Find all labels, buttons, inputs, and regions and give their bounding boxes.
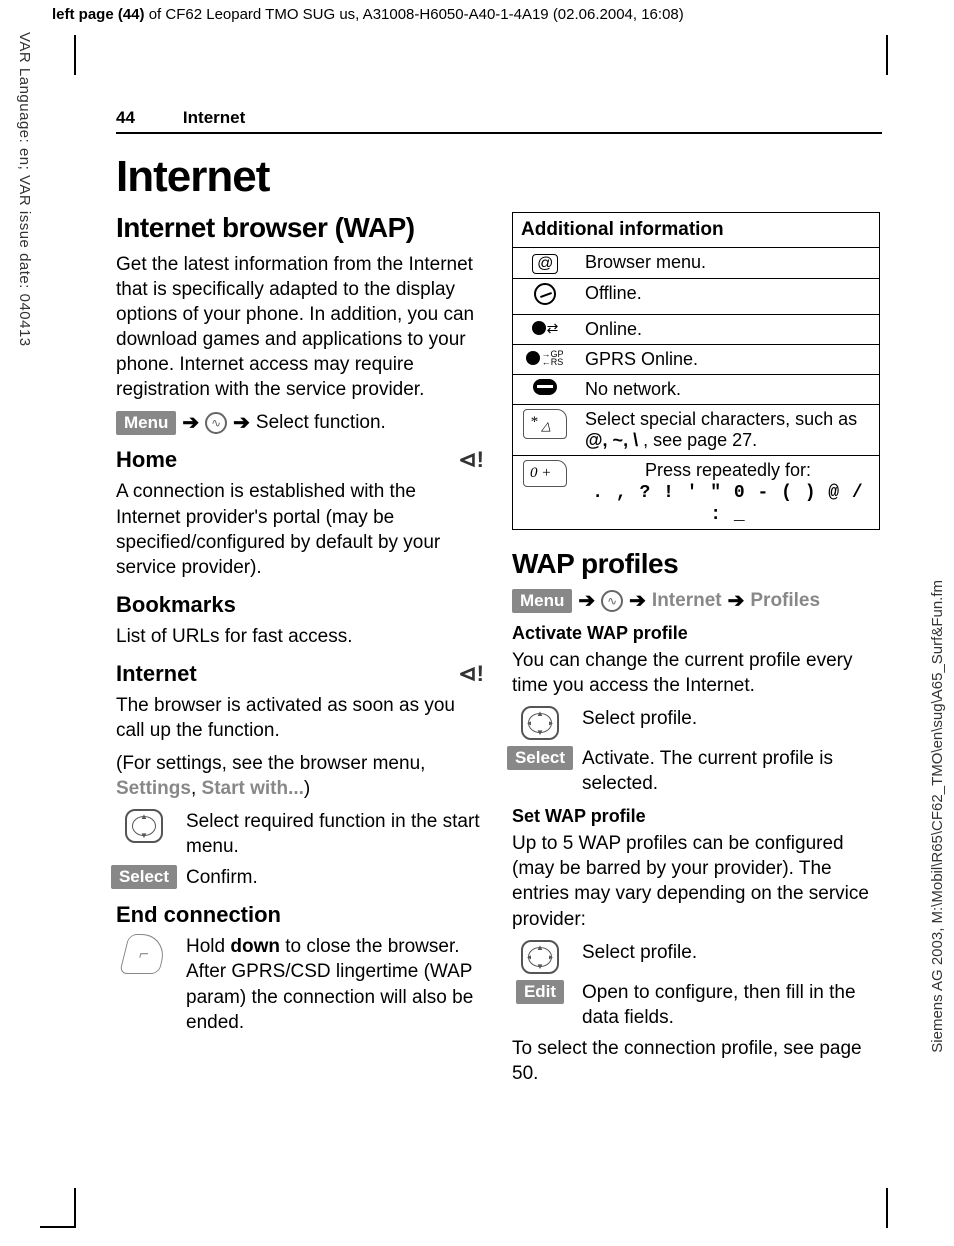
select-softkey: Select	[111, 865, 177, 889]
at-icon: @	[532, 254, 558, 274]
step-text: Select required function in the start me…	[186, 809, 484, 859]
print-side-left: VAR Language: en; VAR issue date: 040413	[16, 32, 33, 347]
home-title: Home	[116, 447, 177, 473]
running-header: 44 Internet	[116, 108, 882, 134]
info-row: →GP←RS GPRS Online.	[513, 345, 879, 375]
browser-heading: Internet browser (WAP)	[116, 212, 484, 244]
menu-path: Menu ➔ ∿ ➔ Select function.	[116, 410, 484, 435]
info-row: * △ Select special characters, such as @…	[513, 405, 879, 456]
info-text: Online.	[577, 315, 879, 345]
info-row: No network.	[513, 375, 879, 405]
step-row: ▲▼ Select required function in the start…	[116, 809, 484, 859]
section-name: Internet	[183, 108, 245, 128]
step-row: Select Confirm.	[116, 865, 484, 890]
menu-tail: Select function.	[256, 412, 386, 434]
activate-heading: Activate WAP profile	[512, 623, 880, 644]
edit-softkey: Edit	[516, 980, 564, 1004]
bookmarks-heading: Bookmarks	[116, 592, 484, 618]
step-text: Select profile.	[582, 706, 697, 731]
step-text: Activate. The current profile is selecte…	[582, 746, 880, 796]
info-text: No network.	[577, 375, 879, 405]
provider-icon: ⊲!	[458, 447, 484, 473]
browser-intro: Get the latest information from the Inte…	[116, 252, 484, 402]
info-text: Offline.	[577, 279, 879, 315]
arrow-icon: ➔	[233, 410, 250, 435]
print-header: left page (44) of CF62 Leopard TMO SUG u…	[52, 6, 684, 23]
arrow-icon: ➔	[728, 588, 745, 613]
navkey-icon: ▲▼	[125, 809, 163, 843]
info-text: Browser menu.	[577, 248, 879, 279]
bookmarks-title: Bookmarks	[116, 592, 236, 618]
menu-softkey: Menu	[512, 589, 572, 613]
online-icon: ⇄	[532, 320, 559, 337]
home-body: A connection is established with the Int…	[116, 479, 484, 579]
arrow-icon: ➔	[182, 410, 199, 435]
globe-icon: ∿	[205, 412, 227, 434]
page-content: 44 Internet Internet Internet browser (W…	[116, 108, 882, 1094]
internet-heading: Internet ⊲!	[116, 661, 484, 687]
end-title: End connection	[116, 902, 281, 928]
menu-softkey: Menu	[116, 411, 176, 435]
crumb-internet: Internet	[652, 590, 722, 612]
set-body: Up to 5 WAP profiles can be configured (…	[512, 831, 880, 931]
no-network-icon	[533, 379, 557, 395]
page-number: 44	[116, 108, 135, 128]
step-text: Open to configure, then fill in the data…	[582, 980, 880, 1030]
info-text: Select special characters, such as @, ~,…	[577, 405, 879, 456]
info-row: 0 + Press repeatedly for: . , ? ! ' " 0 …	[513, 456, 879, 530]
info-box-title: Additional information	[513, 213, 879, 248]
crop-mark	[74, 1188, 76, 1228]
crop-mark	[886, 1188, 888, 1228]
wap-heading: WAP profiles	[512, 548, 880, 580]
navkey-icon: ▲▼◂▸	[521, 706, 559, 740]
arrow-icon: ➔	[578, 588, 595, 613]
internet-body1: The browser is activated as soon as you …	[116, 693, 484, 743]
left-column: Internet browser (WAP) Get the latest in…	[116, 212, 484, 1094]
menu-path: Menu ➔ ∿ ➔ Internet ➔ Profiles	[512, 588, 880, 613]
internet-title: Internet	[116, 661, 197, 687]
end-heading: End connection	[116, 902, 484, 928]
step-row: ▲▼◂▸ Select profile.	[512, 940, 880, 974]
home-heading: Home ⊲!	[116, 447, 484, 473]
arrow-icon: ➔	[629, 588, 646, 613]
globe-icon: ∿	[601, 590, 623, 612]
set-tail: To select the connection profile, see pa…	[512, 1036, 880, 1086]
info-text: Press repeatedly for: . , ? ! ' " 0 - ( …	[577, 456, 879, 530]
internet-body2: (For settings, see the browser menu, Set…	[116, 751, 484, 801]
info-row: @ Browser menu.	[513, 248, 879, 279]
bookmarks-body: List of URLs for fast access.	[116, 624, 484, 649]
step-row: Select Activate. The current profile is …	[512, 746, 880, 796]
info-row: Offline.	[513, 279, 879, 315]
activate-body: You can change the current profile every…	[512, 648, 880, 698]
zero-key-icon: 0 +	[523, 460, 567, 487]
step-row: ▲▼◂▸ Select profile.	[512, 706, 880, 740]
crop-mark	[74, 35, 76, 75]
set-heading: Set WAP profile	[512, 806, 880, 827]
provider-icon: ⊲!	[458, 661, 484, 687]
info-row: ⇄ Online.	[513, 315, 879, 345]
print-header-bold: left page (44)	[52, 6, 145, 23]
navkey-icon: ▲▼◂▸	[521, 940, 559, 974]
gprs-icon: →GP←RS	[526, 350, 563, 366]
print-side-right: Siemens AG 2003, M:\Mobil\R65\CF62_TMO\e…	[929, 580, 946, 1053]
page-title: Internet	[116, 152, 882, 202]
step-row: ⌐ Hold down to close the browser. After …	[116, 934, 484, 1034]
crop-mark	[886, 35, 888, 75]
step-text: Select profile.	[582, 940, 697, 965]
step-text: Confirm.	[186, 865, 258, 890]
offline-icon	[534, 283, 556, 305]
info-text: GPRS Online.	[577, 345, 879, 375]
step-row: Edit Open to configure, then fill in the…	[512, 980, 880, 1030]
crumb-profiles: Profiles	[750, 590, 820, 612]
info-table: @ Browser menu. Offline. ⇄ Online. →GP←R…	[513, 248, 879, 529]
end-body: Hold down to close the browser. After GP…	[186, 934, 484, 1034]
star-key-icon: * △	[523, 409, 567, 439]
select-softkey: Select	[507, 746, 573, 770]
crop-mark	[40, 1226, 76, 1228]
right-column: Additional information @ Browser menu. O…	[512, 212, 880, 1094]
hangup-key-icon: ⌐	[119, 934, 169, 974]
print-header-rest: of CF62 Leopard TMO SUG us, A31008-H6050…	[145, 6, 684, 23]
info-box: Additional information @ Browser menu. O…	[512, 212, 880, 530]
